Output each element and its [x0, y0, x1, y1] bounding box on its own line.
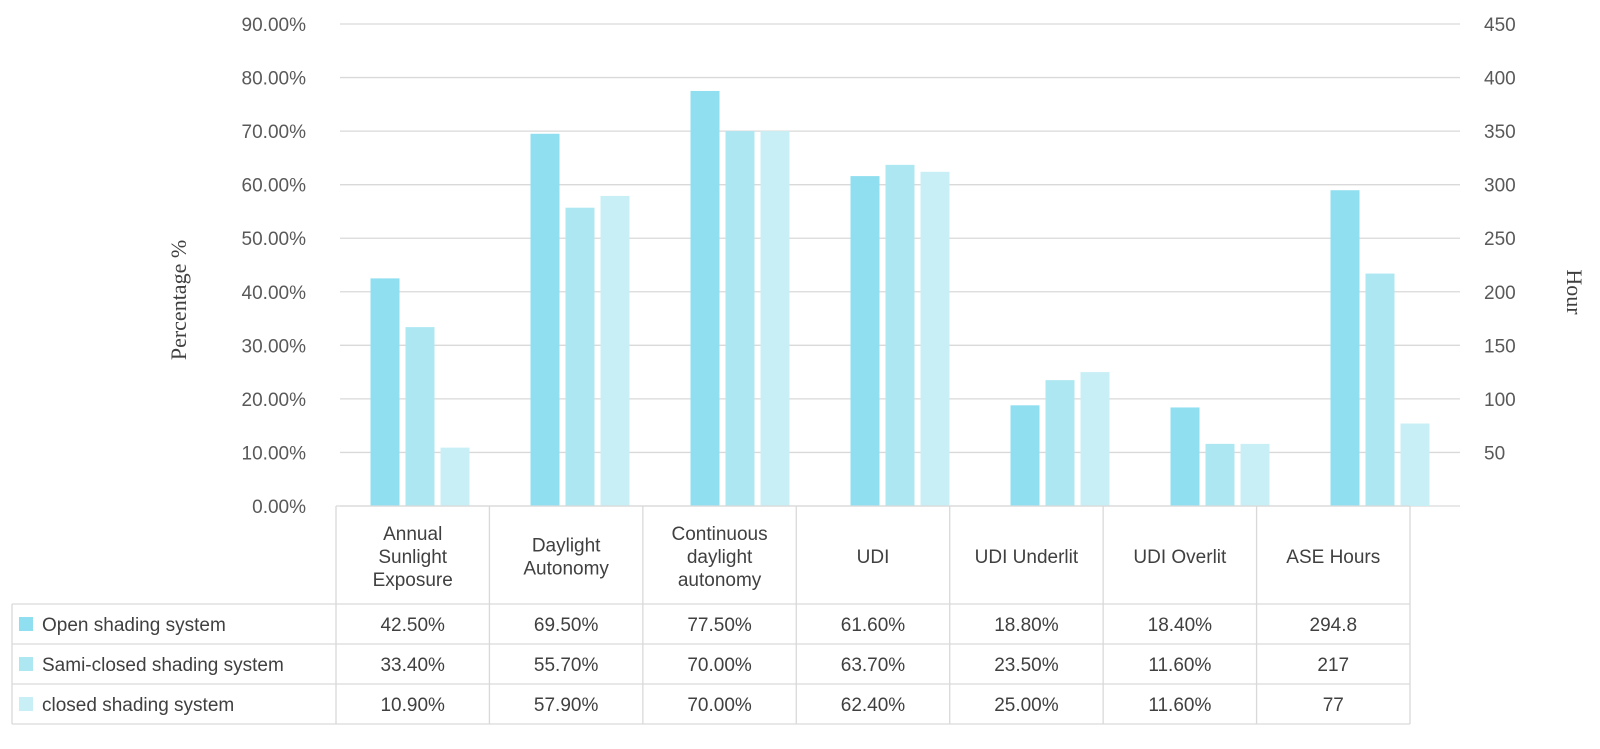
bar — [405, 327, 435, 506]
y-tick-label: 70.00% — [242, 122, 307, 143]
y-tick-label: 10.00% — [242, 443, 307, 464]
category-label: Continuous — [672, 524, 768, 545]
y2-axis-title: Hour — [1562, 269, 1587, 315]
bars — [370, 90, 1430, 507]
y2-tick-label: 250 — [1484, 229, 1516, 250]
bar — [440, 447, 470, 506]
data-label: 42.50% — [380, 615, 445, 636]
data-label: 63.70% — [841, 655, 906, 676]
data-label: 18.40% — [1148, 615, 1213, 636]
bar — [1330, 190, 1360, 506]
legend-swatch — [19, 617, 33, 631]
data-label: 10.90% — [380, 695, 445, 716]
data-label: 11.60% — [1148, 655, 1211, 676]
category-label: autonomy — [678, 570, 762, 591]
y2-axis-ticks: 50 100 150 200 250 300 350 400 450 — [1484, 15, 1516, 464]
bar — [1205, 443, 1235, 506]
y-axis-ticks: 0.00% 10.00% 20.00% 30.00% 40.00% 50.00% 60.00… — [242, 15, 307, 518]
bar — [600, 195, 630, 506]
bar — [1080, 372, 1110, 506]
bar — [920, 171, 950, 506]
y-tick-label: 20.00% — [242, 390, 307, 411]
category-label: UDI Underlit — [975, 547, 1079, 568]
bar — [1170, 407, 1200, 506]
y2-tick-label: 200 — [1484, 283, 1516, 304]
data-label: 294.8 — [1310, 615, 1358, 636]
category-label: UDI Overlit — [1133, 547, 1227, 568]
y2-tick-label: 350 — [1484, 122, 1516, 143]
bar — [725, 131, 755, 506]
data-label: 55.70% — [534, 655, 599, 676]
data-label: 62.40% — [841, 695, 906, 716]
bar — [1240, 443, 1270, 506]
category-label: ASE Hours — [1286, 547, 1380, 568]
y2-tick-label: 100 — [1484, 390, 1516, 411]
bar — [690, 90, 720, 506]
data-label: 33.40% — [380, 655, 445, 676]
bar — [565, 207, 595, 506]
y2-tick-label: 150 — [1484, 336, 1516, 357]
y-tick-label: 30.00% — [242, 336, 307, 357]
data-label: 23.50% — [994, 655, 1059, 676]
y-tick-label: 0.00% — [252, 497, 306, 518]
data-label: 57.90% — [534, 695, 599, 716]
category-label: Autonomy — [523, 559, 609, 580]
y-axis-title: Percentage % — [166, 240, 191, 360]
data-label: 18.80% — [994, 615, 1059, 636]
data-label: 61.60% — [841, 615, 906, 636]
bar — [885, 164, 915, 506]
data-label: 77 — [1323, 695, 1344, 716]
category-label: Exposure — [373, 570, 453, 591]
y-tick-label: 50.00% — [242, 229, 307, 250]
bar — [1045, 380, 1075, 506]
y-tick-label: 80.00% — [242, 69, 307, 90]
data-label: 70.00% — [687, 695, 752, 716]
bar — [1010, 405, 1040, 506]
legend-label: closed shading system — [42, 695, 234, 716]
data-label: 69.50% — [534, 615, 599, 636]
data-label: 70.00% — [687, 655, 752, 676]
y2-tick-label: 50 — [1484, 443, 1505, 464]
category-label: Sunlight — [378, 547, 447, 568]
y-tick-label: 60.00% — [242, 176, 307, 197]
bar — [850, 176, 880, 506]
y2-tick-label: 450 — [1484, 15, 1516, 36]
bar — [760, 131, 790, 506]
data-label: 11.60% — [1148, 695, 1211, 716]
data-label: 217 — [1317, 655, 1349, 676]
y-tick-label: 40.00% — [242, 283, 307, 304]
bar — [1365, 273, 1395, 506]
y-tick-label: 90.00% — [242, 15, 307, 36]
category-label: Annual — [383, 524, 442, 545]
legend-label: Sami-closed shading system — [42, 655, 284, 676]
category-label: daylight — [687, 547, 753, 568]
y2-tick-label: 400 — [1484, 69, 1516, 90]
legend-swatch — [19, 697, 33, 711]
data-label: 77.50% — [687, 615, 752, 636]
bar — [1400, 423, 1430, 506]
bar — [530, 133, 560, 507]
category-label: UDI — [857, 547, 890, 568]
bar — [370, 278, 400, 506]
y2-tick-label: 300 — [1484, 176, 1516, 197]
legend-label: Open shading system — [42, 615, 226, 636]
category-label: Daylight — [532, 536, 601, 557]
data-label: 25.00% — [994, 695, 1059, 716]
legend-swatch — [19, 657, 33, 671]
